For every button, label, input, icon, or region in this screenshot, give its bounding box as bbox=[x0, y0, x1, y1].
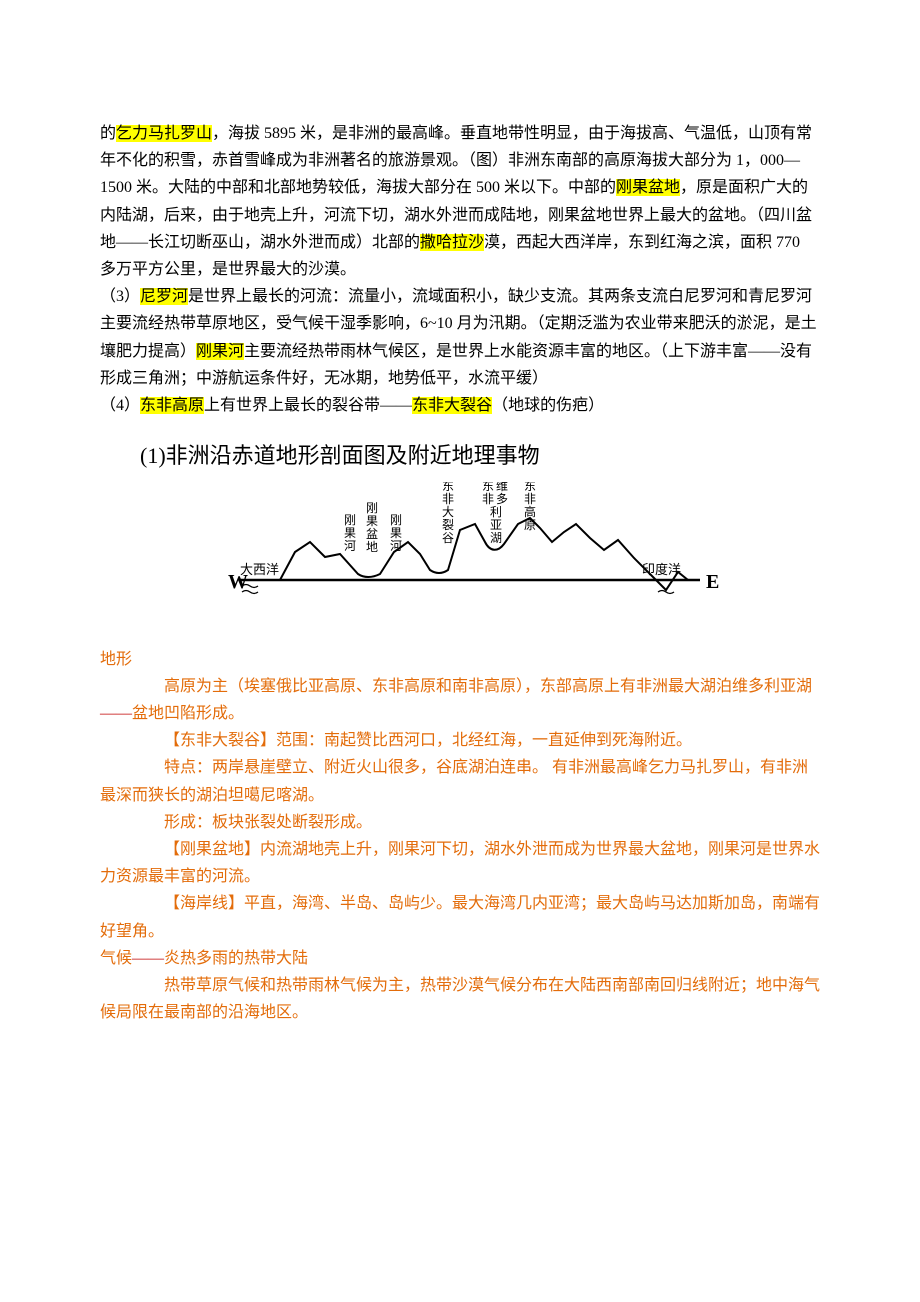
paragraph-1: 的乞力马扎罗山，海拔 5895 米，是非洲的最高峰。垂直地带性明显，由于海拔高、… bbox=[100, 120, 820, 283]
svg-text:刚: 刚 bbox=[390, 513, 402, 527]
text: 的 bbox=[100, 125, 116, 142]
svg-text:印度洋: 印度洋 bbox=[642, 562, 681, 577]
terrain-p2: 【东非大裂谷】范围：南起赞比西河口，北经红海，一直延伸到死海附近。 bbox=[100, 727, 820, 754]
highlight-east-african-plateau: 东非高原 bbox=[140, 397, 204, 414]
climate-heading: 气候——炎热多雨的热带大陆 bbox=[100, 945, 820, 972]
highlight-congo-basin: 刚果盆地 bbox=[616, 179, 680, 196]
text: （3） bbox=[100, 288, 140, 305]
svg-text:非: 非 bbox=[442, 492, 454, 506]
terrain-heading: 地形 bbox=[100, 646, 820, 673]
profile-diagram: WE大西洋印度洋刚果河刚果盆地刚果河东非大裂谷东非维多利亚湖东非高原 bbox=[100, 482, 820, 631]
svg-text:果: 果 bbox=[390, 526, 402, 540]
svg-text:大: 大 bbox=[442, 505, 454, 519]
svg-text:刚: 刚 bbox=[344, 513, 356, 527]
svg-text:河: 河 bbox=[344, 539, 356, 553]
svg-text:湖: 湖 bbox=[490, 530, 502, 545]
paragraph-2: （3）尼罗河是世界上最长的河流：流量小，流域面积小，缺少支流。其两条支流白尼罗河… bbox=[100, 283, 820, 392]
text: 高原为主（埃塞俄比亚高原、东非高原和南非高原），东部高原上有非洲最大湖泊维多利亚… bbox=[164, 678, 812, 695]
highlight-kilimanjaro: 乞力马扎罗山 bbox=[116, 125, 212, 142]
text: 盆地凹陷形成。 bbox=[132, 705, 244, 722]
text: 炎热多雨的热带大陆 bbox=[164, 950, 308, 967]
svg-text:盆: 盆 bbox=[366, 527, 378, 541]
svg-text:大西洋: 大西洋 bbox=[240, 562, 279, 577]
text: 气候 bbox=[100, 950, 132, 967]
svg-text:果: 果 bbox=[344, 526, 356, 540]
paragraph-3: （4）东非高原上有世界上最长的裂谷带——东非大裂谷（地球的伤疤） bbox=[100, 392, 820, 419]
terrain-p1: 高原为主（埃塞俄比亚高原、东非高原和南非高原），东部高原上有非洲最大湖泊维多利亚… bbox=[100, 673, 820, 727]
highlight-great-rift-valley: 东非大裂谷 bbox=[412, 397, 492, 414]
dash-red: —— bbox=[132, 950, 164, 967]
section-title-profile: (1)非洲沿赤道地形剖面图及附近地理事物 bbox=[140, 437, 820, 474]
svg-text:非: 非 bbox=[524, 492, 536, 506]
svg-text:河: 河 bbox=[390, 539, 402, 553]
svg-text:裂: 裂 bbox=[442, 518, 454, 532]
svg-text:刚: 刚 bbox=[366, 501, 378, 515]
svg-text:E: E bbox=[706, 571, 719, 593]
text: （地球的伤疤） bbox=[492, 397, 604, 414]
highlight-nile: 尼罗河 bbox=[140, 288, 188, 305]
svg-text:非: 非 bbox=[482, 492, 494, 506]
svg-text:果: 果 bbox=[366, 514, 378, 528]
terrain-p6: 【海岸线】平直，海湾、半岛、岛屿少。最大海湾几内亚湾；最大岛屿马达加斯加岛，南端… bbox=[100, 890, 820, 944]
terrain-p4: 形成：板块张裂处断裂形成。 bbox=[100, 809, 820, 836]
svg-text:高: 高 bbox=[524, 504, 536, 519]
svg-text:利: 利 bbox=[490, 505, 502, 519]
svg-text:亚: 亚 bbox=[490, 518, 502, 532]
highlight-congo-river: 刚果河 bbox=[196, 343, 244, 360]
climate-p1: 热带草原气候和热带雨林气候为主，热带沙漠气候分布在大陆西南部南回归线附近；地中海… bbox=[100, 972, 820, 1026]
svg-text:谷: 谷 bbox=[442, 531, 454, 545]
terrain-p5: 【刚果盆地】内流湖地壳上升，刚果河下切，湖水外泄而成为世界最大盆地，刚果河是世界… bbox=[100, 836, 820, 890]
profile-svg: WE大西洋印度洋刚果河刚果盆地刚果河东非大裂谷东非维多利亚湖东非高原 bbox=[180, 482, 740, 622]
svg-text:地: 地 bbox=[366, 540, 378, 554]
terrain-p3: 特点：两岸悬崖壁立、附近火山很多，谷底湖泊连串。 有非洲最高峰乞力马扎罗山，有非… bbox=[100, 754, 820, 808]
text: （4） bbox=[100, 397, 140, 414]
svg-text:多: 多 bbox=[496, 492, 508, 506]
text: 上有世界上最长的裂谷带—— bbox=[204, 397, 412, 414]
highlight-sahara: 撒哈拉沙 bbox=[420, 234, 484, 251]
dash-red: —— bbox=[100, 705, 132, 722]
svg-text:原: 原 bbox=[524, 518, 536, 532]
